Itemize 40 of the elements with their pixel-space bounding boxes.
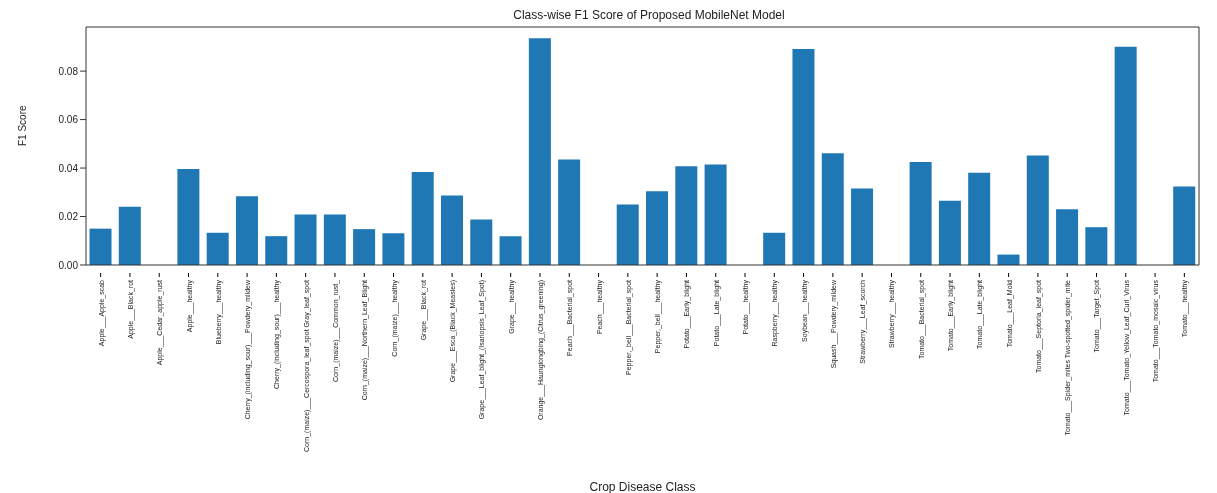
bar xyxy=(1114,46,1137,265)
bar xyxy=(206,232,229,265)
bar xyxy=(353,229,376,265)
bar xyxy=(323,214,346,265)
bar xyxy=(499,236,522,265)
bar xyxy=(411,171,434,265)
bar xyxy=(235,196,258,265)
x-axis-title: Crop Disease Class xyxy=(589,480,696,493)
bar xyxy=(558,159,581,265)
y-tick-label: 0.04 xyxy=(58,162,79,174)
bar xyxy=(118,206,141,265)
bar xyxy=(938,200,961,265)
bar xyxy=(968,172,991,265)
chart-title: Class-wise F1 Score of Proposed MobileNet Model xyxy=(512,8,786,22)
y-tick-label: 0.02 xyxy=(58,211,79,223)
bar xyxy=(763,232,786,265)
bar xyxy=(821,153,844,265)
y-tick-label: 0.08 xyxy=(58,65,79,77)
bar xyxy=(1085,227,1108,265)
bar xyxy=(382,233,405,265)
bar xyxy=(265,236,288,265)
y-tick-label: 0.00 xyxy=(58,259,79,271)
bar xyxy=(1173,186,1196,265)
bar xyxy=(89,228,112,265)
bar xyxy=(704,164,727,265)
bar xyxy=(675,166,698,265)
bar xyxy=(177,169,200,265)
bar xyxy=(851,188,874,265)
bar xyxy=(909,162,932,265)
bar xyxy=(440,195,463,265)
bar xyxy=(1026,155,1049,265)
bar xyxy=(616,204,639,265)
bar xyxy=(1056,209,1079,265)
bar xyxy=(792,49,815,265)
bar xyxy=(470,219,493,265)
bar xyxy=(528,38,551,265)
y-tick-label: 0.06 xyxy=(58,114,79,126)
bar xyxy=(294,214,317,265)
bar xyxy=(646,191,669,265)
y-axis-title: F1 Score xyxy=(16,104,28,146)
